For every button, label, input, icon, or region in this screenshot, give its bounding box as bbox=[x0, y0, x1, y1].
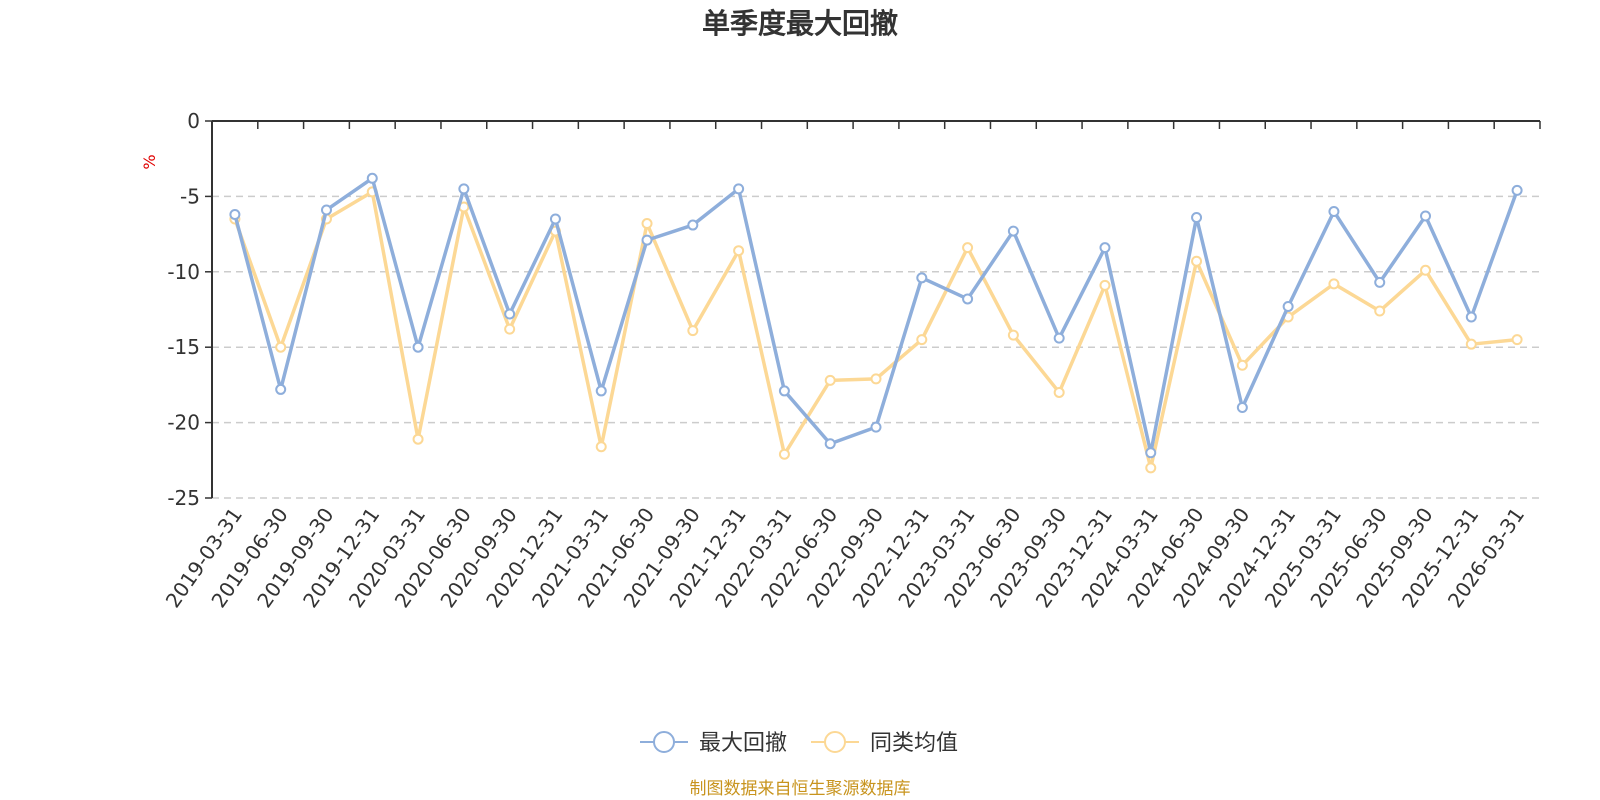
gridlines bbox=[212, 195, 1540, 499]
data-point bbox=[1374, 305, 1386, 317]
data-point bbox=[504, 308, 516, 320]
data-point bbox=[824, 374, 836, 386]
data-point bbox=[1420, 210, 1432, 222]
data-point bbox=[1099, 242, 1111, 254]
data-point bbox=[733, 245, 745, 257]
data-point bbox=[412, 341, 424, 353]
y-axis-ticks: 0 -5 -10 -15 -20 -25 bbox=[167, 109, 212, 510]
axes bbox=[211, 120, 1540, 498]
data-point bbox=[778, 448, 790, 460]
data-point bbox=[1007, 329, 1019, 341]
data-point bbox=[687, 325, 699, 337]
chart-title: 单季度最大回撤 bbox=[702, 7, 898, 40]
data-point bbox=[1053, 332, 1065, 344]
series-line bbox=[233, 176, 1519, 455]
y-axis-unit-label: % bbox=[140, 154, 159, 169]
data-point bbox=[962, 293, 974, 305]
data-point bbox=[641, 234, 653, 246]
data-point bbox=[229, 208, 241, 220]
legend-marker bbox=[653, 731, 675, 753]
data-point bbox=[549, 213, 561, 225]
legend-item-2[interactable]: 同类均值 bbox=[811, 731, 958, 756]
data-point bbox=[275, 341, 287, 353]
data-point bbox=[962, 242, 974, 254]
data-point bbox=[412, 433, 424, 445]
data-point bbox=[1191, 212, 1203, 224]
legend-item-1[interactable]: 最大回撤 bbox=[640, 731, 787, 756]
data-point bbox=[595, 385, 607, 397]
y-tick-label: -25 bbox=[167, 486, 200, 510]
data-point bbox=[870, 373, 882, 385]
data-point bbox=[1511, 184, 1523, 196]
data-point bbox=[824, 438, 836, 450]
series-layer bbox=[229, 172, 1523, 474]
legend-label: 同类均值 bbox=[870, 731, 958, 756]
data-point bbox=[1191, 255, 1203, 267]
data-point bbox=[1236, 402, 1248, 414]
data-point bbox=[916, 334, 928, 346]
y-tick-label: -20 bbox=[167, 411, 200, 435]
legend[interactable]: 最大回撤 同类均值 bbox=[640, 731, 958, 756]
data-point bbox=[504, 323, 516, 335]
data-point bbox=[1328, 278, 1340, 290]
data-point bbox=[1236, 359, 1248, 371]
source-note: 制图数据来自恒生聚源数据库 bbox=[690, 779, 911, 799]
data-point bbox=[778, 385, 790, 397]
data-point bbox=[1053, 386, 1065, 398]
data-point bbox=[1099, 279, 1111, 291]
y-tick-label: -15 bbox=[167, 335, 200, 359]
y-tick-label: 0 bbox=[187, 109, 200, 133]
data-point bbox=[1420, 264, 1432, 276]
data-point bbox=[1374, 276, 1386, 288]
data-point bbox=[1511, 334, 1523, 346]
series-1 bbox=[229, 172, 1523, 459]
data-point bbox=[1465, 338, 1477, 350]
data-point bbox=[1328, 205, 1340, 217]
data-point bbox=[275, 383, 287, 395]
data-point bbox=[1145, 462, 1157, 474]
data-point bbox=[366, 172, 378, 184]
data-point bbox=[1145, 447, 1157, 459]
data-point bbox=[733, 183, 745, 195]
data-point bbox=[320, 204, 332, 216]
data-point bbox=[1465, 311, 1477, 323]
data-point bbox=[595, 441, 607, 453]
y-tick-label: -10 bbox=[167, 260, 200, 284]
legend-label: 最大回撤 bbox=[699, 731, 787, 756]
data-point bbox=[458, 183, 470, 195]
data-point bbox=[1007, 225, 1019, 237]
data-point bbox=[687, 219, 699, 231]
legend-marker bbox=[824, 731, 846, 753]
data-point bbox=[916, 272, 928, 284]
data-point bbox=[870, 421, 882, 433]
data-point bbox=[641, 218, 653, 230]
y-tick-label: -5 bbox=[180, 184, 200, 208]
data-point bbox=[1282, 300, 1294, 312]
